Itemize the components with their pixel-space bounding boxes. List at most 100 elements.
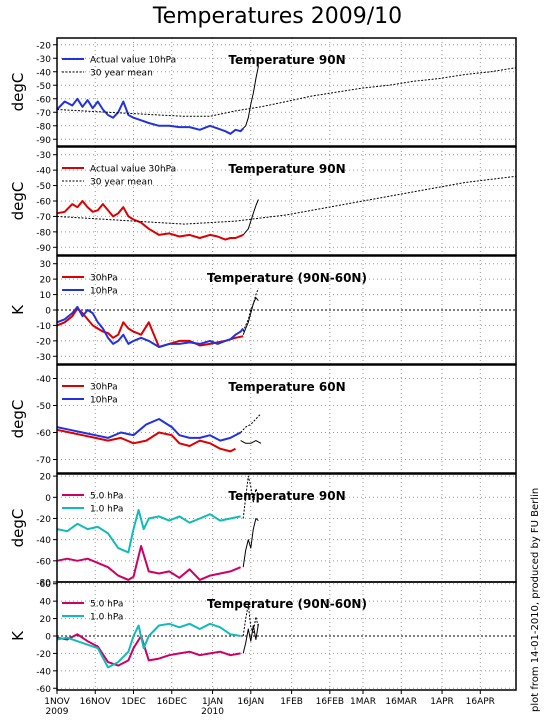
legend-label: 30hPa <box>90 383 118 393</box>
series-line <box>242 623 259 654</box>
y-tick-label: -20 <box>36 41 51 51</box>
y-tick-label: -50 <box>36 402 51 412</box>
legend-label: 30hPa <box>90 274 118 284</box>
y-tick-label: -60 <box>36 557 51 567</box>
x-tick-label: 16DEC <box>157 697 187 707</box>
y-tick-label: 10 <box>40 291 52 301</box>
series-line <box>56 509 241 554</box>
y-tick-label: 20 <box>40 473 52 483</box>
legend-label: 30 year mean <box>90 69 153 79</box>
y-tick-label: -20 <box>36 650 51 660</box>
legend-label: 5.0 hPa <box>90 492 123 502</box>
series-line <box>56 305 244 348</box>
y-tick-label: -30 <box>36 151 51 161</box>
x-tick-label: 16FEB <box>316 697 345 707</box>
y-tick-label: -70 <box>36 109 51 119</box>
panel-title: Temperature 90N <box>228 53 345 67</box>
y-tick-label: -60 <box>36 685 51 695</box>
series-line <box>242 288 259 332</box>
series-line <box>56 200 244 241</box>
x-tick-label: 16APR <box>466 697 495 707</box>
y-tick-label: -40 <box>36 536 51 546</box>
panel-title: Temperature (90N-60N) <box>207 271 367 285</box>
x-tick-sublabel: 2010 <box>201 707 224 717</box>
series-line <box>242 604 259 637</box>
panel-frame <box>56 146 517 256</box>
x-tick-label: 1NOV <box>44 697 70 707</box>
y-tick-label: -30 <box>36 55 51 65</box>
legend-label: 1.0 hPa <box>90 505 123 515</box>
panel-title: Temperature 90N <box>228 162 345 176</box>
y-tick-label: 0 <box>45 494 51 504</box>
x-tick-label: 1APR <box>430 697 454 707</box>
y-axis-label: degC <box>9 400 27 439</box>
series-line <box>56 633 241 667</box>
series-line <box>56 67 517 117</box>
x-tick-sublabel: 2009 <box>46 707 69 717</box>
panel-frame <box>56 364 517 474</box>
series-line <box>242 475 259 519</box>
y-tick-label: 40 <box>40 598 52 608</box>
y-axis-label: degC <box>9 73 27 112</box>
series-line <box>56 622 241 669</box>
y-tick-label: -50 <box>36 82 51 92</box>
y-tick-label: -80 <box>36 122 51 132</box>
y-tick-label: -70 <box>36 456 51 466</box>
series-line <box>240 440 262 444</box>
x-tick-label: 16NOV <box>80 697 112 707</box>
y-tick-label: -80 <box>36 228 51 238</box>
series-line <box>242 199 259 236</box>
y-tick-label: 0 <box>45 633 51 643</box>
y-tick-label: -40 <box>36 667 51 677</box>
panel-frame <box>56 255 517 365</box>
y-tick-label: -60 <box>36 198 51 208</box>
x-tick-label: 16JAN <box>237 697 264 707</box>
series-line <box>56 428 236 453</box>
panel-title: Temperature 90N <box>228 489 345 503</box>
x-tick-label: 1JAN <box>202 697 223 707</box>
y-axis-label: K <box>9 630 27 641</box>
legend-label: 30 year mean <box>90 178 153 188</box>
panel-frame <box>56 581 517 691</box>
series-line <box>56 175 517 225</box>
y-tick-label: -60 <box>36 95 51 105</box>
side-note: plot from 14-01-2010, produced by FU Ber… <box>530 487 541 712</box>
y-tick-label: -40 <box>36 68 51 78</box>
y-tick-label: -90 <box>36 136 51 146</box>
y-tick-label: -40 <box>36 375 51 385</box>
legend-label: 1.0 hPa <box>90 613 123 623</box>
series-line <box>56 97 244 135</box>
legend-label: Actual value 10hPa <box>90 56 176 66</box>
panel-frame <box>56 37 517 147</box>
y-tick-label: -20 <box>36 515 51 525</box>
series-line <box>242 297 259 335</box>
legend-label: Actual value 30hPa <box>90 165 176 175</box>
x-tick-label: 16MAR <box>385 697 417 707</box>
y-tick-label: -40 <box>36 167 51 177</box>
y-tick-label: 20 <box>40 615 52 625</box>
series-line <box>242 518 259 568</box>
y-tick-label: -90 <box>36 244 51 254</box>
legend-label: 10hPa <box>90 396 118 406</box>
y-tick-label: -60 <box>36 429 51 439</box>
series-line <box>56 545 241 581</box>
series-line <box>242 66 259 129</box>
y-tick-label: -70 <box>36 213 51 223</box>
x-tick-label: 1FEB <box>280 697 303 707</box>
y-axis-label: degC <box>9 182 27 221</box>
y-tick-label: -10 <box>36 322 51 332</box>
panel-title: Temperature (90N-60N) <box>207 597 367 611</box>
main-title: Temperatures 2009/10 <box>152 4 403 29</box>
y-tick-label: -80 <box>36 579 51 589</box>
y-tick-label: -30 <box>36 353 51 363</box>
y-axis-label: K <box>9 304 27 315</box>
y-axis-label: degC <box>9 509 27 548</box>
legend-label: 5.0 hPa <box>90 600 123 610</box>
y-tick-label: -20 <box>36 337 51 347</box>
y-tick-label: -50 <box>36 182 51 192</box>
series-line <box>240 413 262 433</box>
y-tick-label: 60 <box>40 580 52 590</box>
y-tick-label: 0 <box>45 307 51 317</box>
